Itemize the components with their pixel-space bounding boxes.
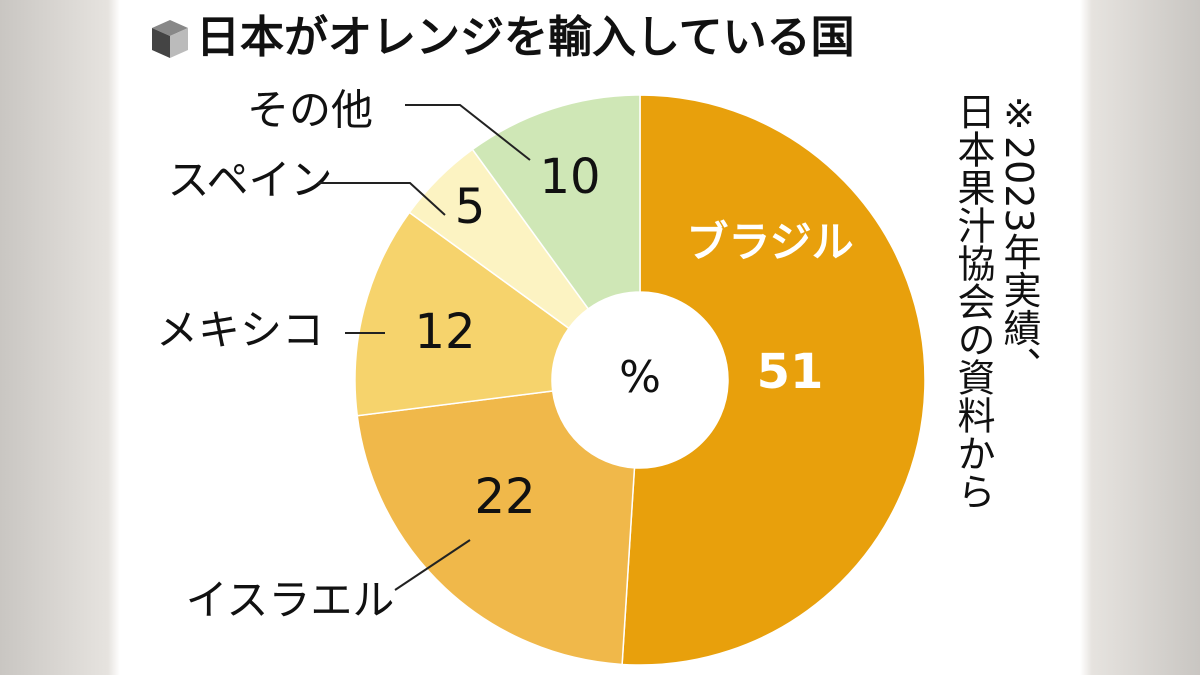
category-label: スペイン — [167, 156, 332, 205]
value-label: 12 — [414, 304, 475, 360]
category-label: ブラジル — [686, 218, 853, 267]
value-label: 10 — [539, 149, 600, 205]
category-label: その他 — [247, 86, 373, 135]
pie-slice — [621, 94, 926, 666]
donut-hole — [552, 292, 728, 468]
value-label: 22 — [474, 469, 535, 525]
leader-line — [405, 104, 531, 161]
title-icon — [152, 20, 188, 58]
value-label: 51 — [757, 344, 824, 400]
center-label: % — [619, 352, 661, 403]
category-label: メキシコ — [156, 306, 324, 355]
value-label: 5 — [455, 179, 486, 235]
chart-title: 日本がオレンジを輸入している国 — [196, 12, 855, 63]
note-line: 日本果汁協会の資料から — [951, 92, 995, 510]
category-label: イスラエル — [186, 576, 395, 625]
leader-line — [318, 182, 446, 216]
leader-line — [394, 539, 471, 591]
source-note: ※2023年実績、 日本果汁協会の資料から — [950, 92, 1042, 652]
note-line: ※2023年実績、 — [997, 92, 1041, 385]
